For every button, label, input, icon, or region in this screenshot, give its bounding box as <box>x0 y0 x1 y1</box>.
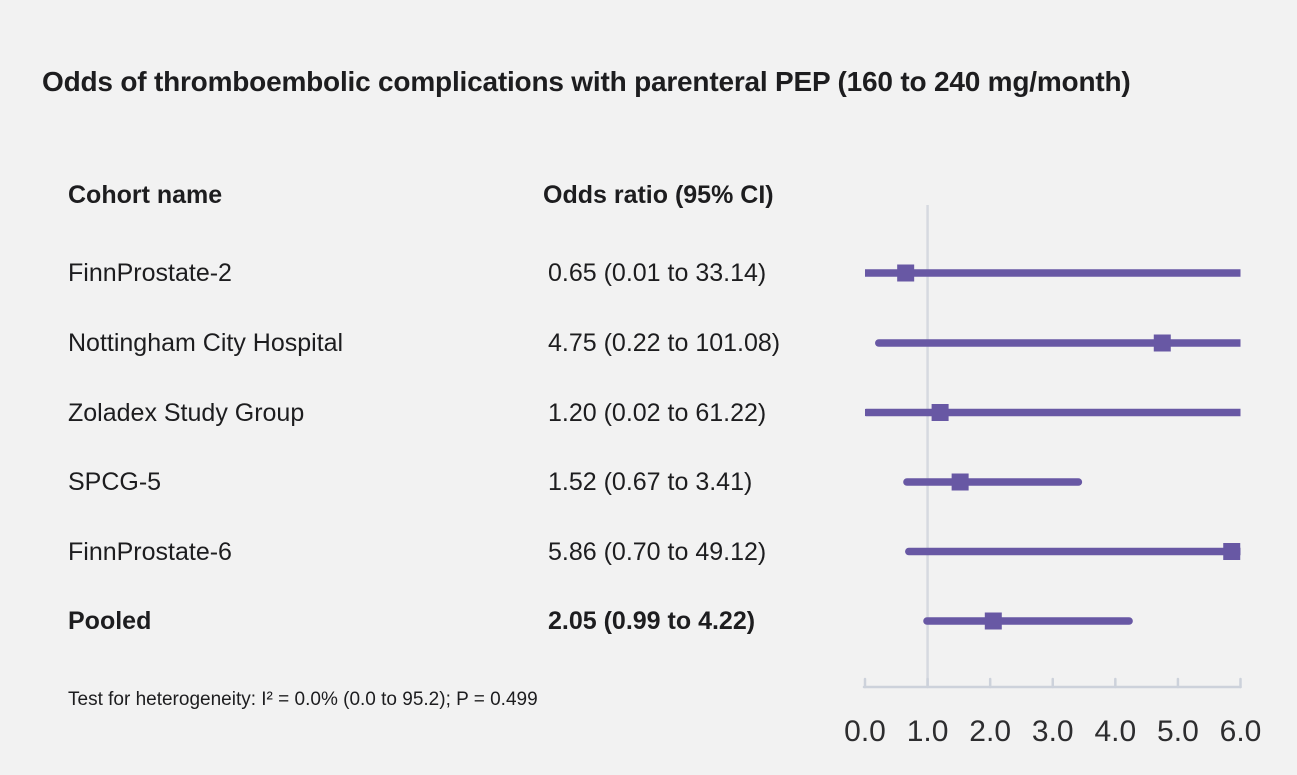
x-axis-tick-label: 5.0 <box>1157 715 1199 748</box>
chart-title: Odds of thromboembolic complications wit… <box>42 66 1131 97</box>
heterogeneity-footnote: Test for heterogeneity: I² = 0.0% (0.0 t… <box>68 689 538 710</box>
odds-ratio-value: 5.86 (0.70 to 49.12) <box>548 537 767 566</box>
odds-ratio-value: 1.52 (0.67 to 3.41) <box>548 468 753 496</box>
x-axis-tick-label: 4.0 <box>1094 715 1136 748</box>
x-axis-tick-label: 0.0 <box>844 715 886 748</box>
odds-ratio-value: 4.75 (0.22 to 101.08) <box>548 329 781 357</box>
x-axis-tick-label: 1.0 <box>907 715 949 748</box>
odds-ratio-value: 2.05 (0.99 to 4.22) <box>548 607 756 635</box>
cohort-label: Pooled <box>68 607 152 635</box>
odds-ratio-marker <box>984 612 1002 630</box>
odds-ratio-value: 0.65 (0.01 to 33.14) <box>548 259 767 287</box>
cohort-label: FinnProstate-6 <box>68 537 232 566</box>
x-axis-tick-label: 3.0 <box>1032 715 1074 748</box>
column-header-odds-ratio: Odds ratio (95% CI) <box>543 181 774 209</box>
cohort-label: Zoladex Study Group <box>68 398 305 427</box>
cohort-label: SPCG-5 <box>68 468 162 496</box>
cohort-label: Nottingham City Hospital <box>68 329 344 357</box>
odds-ratio-marker <box>951 473 969 491</box>
odds-ratio-marker <box>931 404 949 421</box>
odds-ratio-marker <box>897 264 915 282</box>
column-header-cohort: Cohort name <box>68 181 223 209</box>
odds-ratio-marker <box>1153 334 1171 352</box>
x-axis-tick-label: 6.0 <box>1220 715 1262 748</box>
cohort-label: FinnProstate-2 <box>68 259 232 287</box>
odds-ratio-value: 1.20 (0.02 to 61.22) <box>548 398 767 427</box>
ci-bars-group <box>865 264 1241 630</box>
x-axis-tick-label: 2.0 <box>969 715 1011 748</box>
odds-ratio-marker <box>1223 543 1241 560</box>
